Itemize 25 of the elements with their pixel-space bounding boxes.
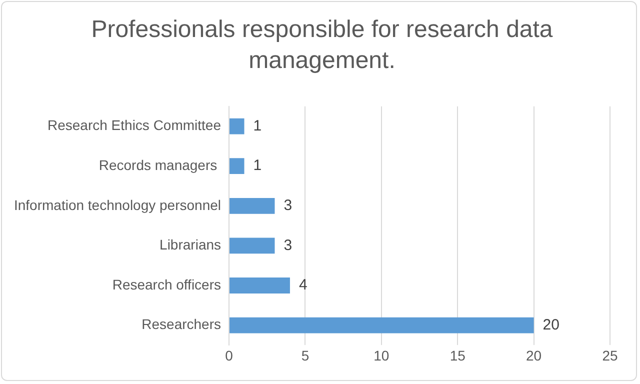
y-tick-label: Research officers: [112, 276, 222, 292]
x-tick-label: 20: [526, 347, 542, 364]
x-tick-label: 25: [602, 347, 618, 364]
bar: [230, 198, 275, 214]
x-tick-label: 10: [374, 347, 390, 364]
y-tick-label: Information technology personnel: [14, 196, 222, 213]
y-tick-label: Librarians: [160, 236, 222, 253]
data-label: 3: [284, 236, 292, 254]
data-label: 1: [253, 117, 262, 134]
y-tick-label: Records managers: [98, 156, 222, 173]
x-tick-label: 0: [225, 347, 234, 364]
data-label: 1: [253, 157, 262, 174]
bar: [230, 278, 290, 294]
y-tick-label: Researchers: [142, 316, 222, 332]
x-tick-label: 15: [450, 347, 466, 364]
data-label: 3: [284, 197, 292, 214]
data-label: 4: [298, 276, 308, 294]
bar: [230, 158, 244, 174]
bar: [230, 317, 534, 334]
bar: [230, 238, 275, 254]
bar: [230, 118, 244, 134]
chart-title: Professionals responsible for research data management.: [90, 15, 554, 76]
y-tick-label: Research Ethics Committee: [48, 117, 222, 134]
x-tick-label: 5: [301, 347, 310, 364]
data-label: 20: [542, 316, 560, 334]
